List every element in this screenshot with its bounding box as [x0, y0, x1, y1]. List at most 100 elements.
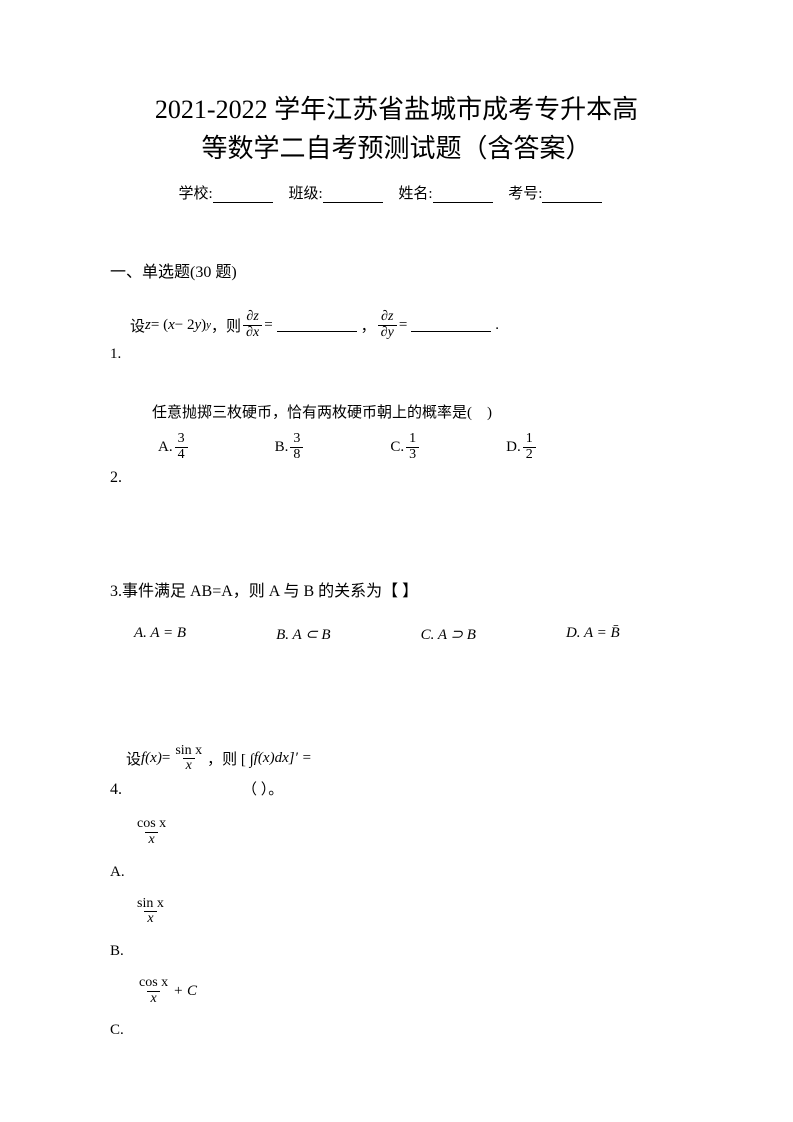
examno-label: 考号: [508, 186, 542, 202]
q4-b-num: sin x [134, 897, 167, 912]
q4-fx: f(x) [141, 750, 162, 767]
q2-options: A. 3 4 B. 3 8 C. 1 3 D. 1 2 [158, 432, 683, 462]
q1-y: y [194, 317, 201, 334]
school-blank [213, 187, 273, 203]
section-heading: 一、单选题(30 题) [110, 258, 683, 282]
examno-blank [542, 187, 602, 203]
q1-dot: . [495, 317, 499, 334]
q4-b-label: B. [110, 943, 124, 960]
q2-c-frac: 1 3 [406, 432, 419, 462]
q2-option-d: D. 1 2 [506, 432, 538, 462]
q4-option-c: cos x x + C [110, 976, 683, 1006]
q4-a-num: cos x [134, 817, 169, 832]
q4-head: 设 f(x) = sin x x ，则 [ ∫ f(x)dx]′ = [110, 744, 683, 774]
class-label: 班级: [288, 186, 322, 202]
q2-a-label: A. [158, 439, 173, 456]
q4-number: 4. [110, 781, 122, 799]
q1-dy: ∂y [378, 325, 397, 341]
q4-pre: 设 [126, 748, 141, 769]
q4-option-b: sin x x [110, 897, 683, 927]
q4-eq: = [162, 750, 170, 767]
q4-b-label-row: B. [110, 943, 683, 960]
q1-eq1: = [264, 317, 272, 334]
q1-eq2: = [399, 317, 407, 334]
q1-frac2: ∂z ∂y [378, 310, 397, 340]
q1-comma: ， [361, 315, 376, 336]
title-line-1: 2021-2022 学年江苏省盐城市成考专升本高 [110, 90, 683, 129]
q3-option-b: B. A ⊂ B [276, 625, 331, 644]
q3-option-c: C. A ⊃ B [421, 625, 476, 644]
q4-tail: （ ）。 [242, 778, 283, 799]
q3-options: A. A = B B. A ⊂ B C. A ⊃ B D. A = B̄ [134, 625, 683, 644]
q4-a-label: A. [110, 864, 125, 881]
q3-option-a: A. A = B [134, 625, 186, 644]
q3-option-d: D. A = B̄ [566, 625, 620, 644]
q3-a-text: A. A = B [134, 625, 186, 641]
q1-pre: 设 [130, 315, 145, 336]
q2-b-den: 8 [290, 447, 303, 463]
q2-text: 任意抛掷三枚硬币，恰有两枚硬币朝上的概率是( ) [152, 401, 683, 422]
q2-d-den: 2 [523, 447, 536, 463]
q2-b-label: B. [275, 439, 289, 456]
q2-d-label: D. [506, 439, 521, 456]
q3-c-text: C. A ⊃ B [421, 627, 476, 643]
q4-sinx: sin x [172, 744, 205, 759]
q1-blank2 [411, 318, 491, 332]
q1-blank1 [277, 318, 357, 332]
q2-d-frac: 1 2 [523, 432, 536, 462]
class-blank [323, 187, 383, 203]
q2-c-num: 1 [406, 432, 419, 447]
q2-option-a: A. 3 4 [158, 432, 190, 462]
q2-a-num: 3 [175, 432, 188, 447]
q1-dz2: ∂z [378, 310, 396, 325]
info-line: 学校: 班级: 姓名: 考号: [110, 182, 683, 203]
q4-c-label-row: C. [110, 1022, 683, 1039]
q3-d-pre: D. A = [566, 625, 611, 641]
q1-minus: − 2 [175, 317, 195, 334]
question-4: 设 f(x) = sin x x ，则 [ ∫ f(x)dx]′ = 4. （ … [110, 744, 683, 1040]
q1-body: 设 z = ( x − 2 y )y ，则 ∂z ∂x = ， ∂z ∂y = … [130, 310, 499, 340]
q4-c-frac: cos x x [136, 976, 171, 1006]
q4-b-frac: sin x x [134, 897, 167, 927]
q3-d-bar: B̄ [611, 625, 620, 641]
q4-b-den: x [144, 911, 156, 927]
title-line-2: 等数学二自考预测试题（含答案） [110, 129, 683, 168]
q4-a-frac: cos x x [134, 817, 169, 847]
q3-b-text: B. A ⊂ B [276, 627, 331, 643]
name-blank [433, 187, 493, 203]
q4-c-label: C. [110, 1022, 124, 1039]
q2-d-num: 1 [523, 432, 536, 447]
q4-c-num: cos x [136, 976, 171, 991]
question-3: 3.事件满足 AB=A，则 A 与 B 的关系为【 】 A. A = B B. … [110, 577, 683, 644]
q1-number: 1. [110, 346, 121, 363]
q1-x: x [168, 317, 175, 334]
q4-c-plus: + C [173, 983, 197, 1000]
q4-options: cos x x A. sin x x B. cos x x + C [110, 817, 683, 1039]
page-title: 2021-2022 学年江苏省盐城市成考专升本高 等数学二自考预测试题（含答案） [110, 90, 683, 168]
q1-dz1: ∂z [243, 310, 261, 325]
q4-a-den: x [145, 832, 157, 848]
question-2: 任意抛掷三枚硬币，恰有两枚硬币朝上的概率是( ) A. 3 4 B. 3 8 C… [110, 401, 683, 486]
q2-option-b: B. 3 8 [275, 432, 306, 462]
q3-text: 3.事件满足 AB=A，则 A 与 B 的关系为【 】 [110, 577, 683, 601]
q1-dx: ∂x [243, 325, 262, 341]
q1-frac1: ∂z ∂x [243, 310, 262, 340]
q4-option-a: cos x x [110, 817, 683, 847]
question-1: 设 z = ( x − 2 y )y ，则 ∂z ∂x = ， ∂z ∂y = … [110, 310, 683, 363]
q2-c-label: C. [390, 439, 404, 456]
q2-c-den: 3 [406, 447, 419, 463]
q2-b-frac: 3 8 [290, 432, 303, 462]
q4-a-label-row: A. [110, 864, 683, 881]
q2-option-c: C. 1 3 [390, 432, 421, 462]
q4-then: ，则 [ ∫ [207, 748, 254, 769]
q1-expr1: = ( [151, 317, 168, 334]
q4-x: x [183, 758, 195, 774]
q4-c-den: x [147, 991, 159, 1007]
q4-frac: sin x x [172, 744, 205, 774]
school-label: 学校: [179, 186, 213, 202]
q2-a-den: 4 [175, 447, 188, 463]
name-label: 姓名: [398, 186, 432, 202]
q2-a-frac: 3 4 [175, 432, 188, 462]
q2-number: 2. [110, 469, 122, 487]
q1-then: ，则 [211, 315, 241, 336]
